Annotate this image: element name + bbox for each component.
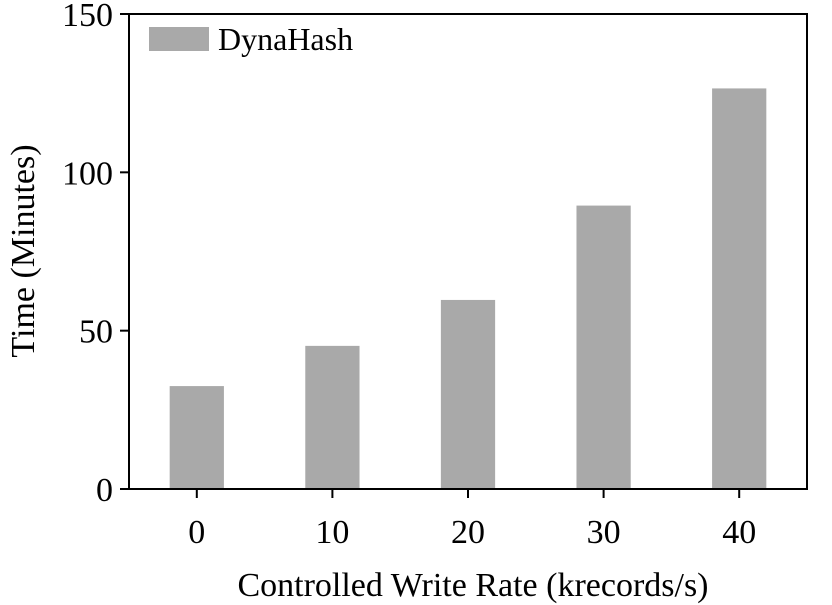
x-tick-label-0: 0	[188, 514, 205, 551]
x-tick-label-40: 40	[722, 514, 756, 551]
x-tick-label-20: 20	[451, 514, 485, 551]
y-axis: 0 50 100 150	[62, 0, 129, 509]
y-tick-label-0: 0	[96, 472, 113, 509]
x-tick-label-30: 30	[587, 514, 621, 551]
y-tick-label-150: 150	[62, 0, 113, 34]
bar-10	[305, 345, 360, 489]
y-tick-label-50: 50	[79, 314, 113, 351]
bar-20	[440, 299, 496, 489]
bar-40	[712, 88, 767, 490]
x-axis-title: Controlled Write Rate (krecords/s)	[237, 567, 708, 604]
bars	[169, 88, 767, 490]
x-tick-label-10: 10	[315, 514, 349, 551]
legend-swatch-dynahash	[149, 27, 209, 51]
y-tick-label-100: 100	[62, 155, 113, 192]
y-axis-title: Time (Minutes)	[5, 144, 42, 357]
x-axis: 0 10 20 30 40	[188, 489, 756, 551]
legend: DynaHash	[149, 21, 353, 57]
bar-0	[169, 386, 224, 489]
legend-label-dynahash: DynaHash	[218, 21, 353, 57]
bar-30	[576, 205, 631, 490]
